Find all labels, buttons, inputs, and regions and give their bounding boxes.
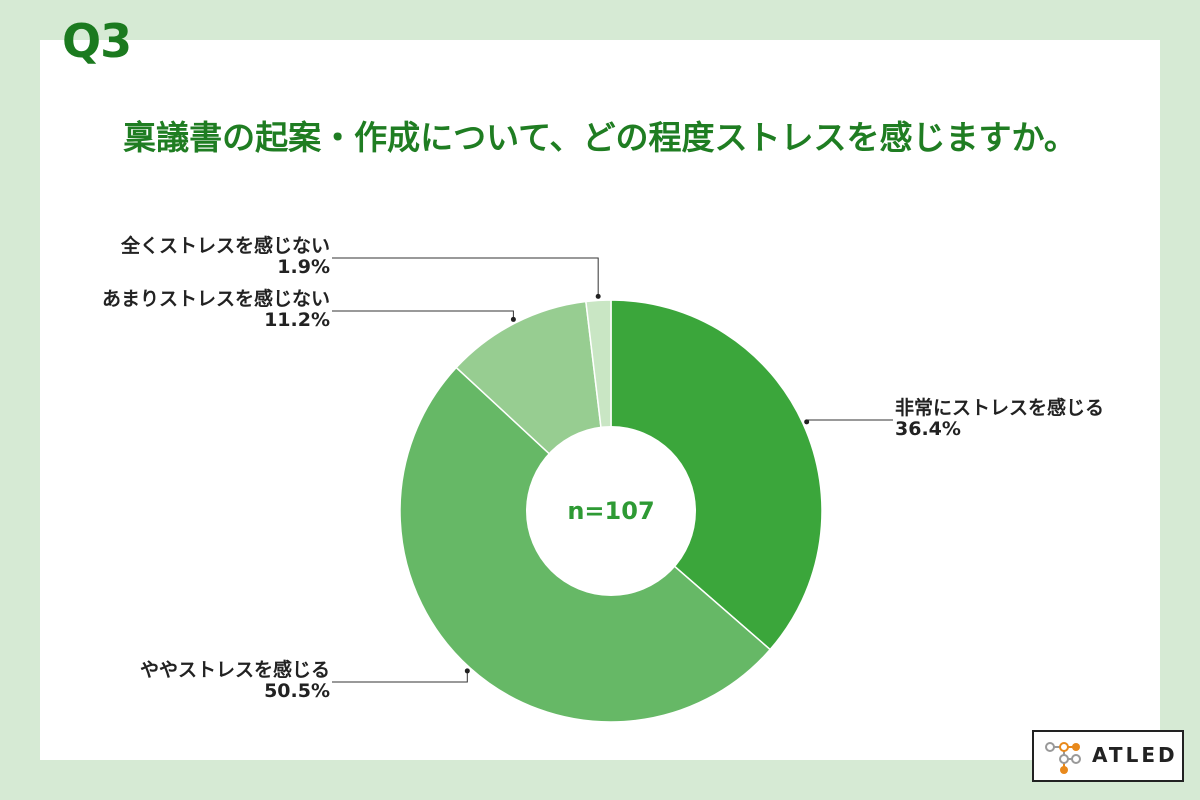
slice-name: あまりストレスを感じない xyxy=(101,288,330,310)
logo-text: ATLED xyxy=(1092,743,1178,767)
question-label: Q3 xyxy=(62,14,132,68)
slice-percent: 1.9% xyxy=(277,255,330,278)
slice-percent: 50.5% xyxy=(264,679,330,702)
leader-dot xyxy=(804,419,810,425)
slice-percent: 36.4% xyxy=(895,417,961,440)
leader-line xyxy=(332,670,468,683)
slice-label-somewhat-stressed: ややストレスを感じる 50.5% xyxy=(140,660,330,702)
leader-dot xyxy=(595,293,601,299)
leader-dot xyxy=(510,316,516,322)
logo-mark-icon xyxy=(1045,742,1081,774)
chart-title: 稟議書の起案・作成について、どの程度ストレスを感じますか。 xyxy=(123,118,1077,157)
leader-line xyxy=(332,257,599,297)
slice-label-very-stressed: 非常にストレスを感じる 36.4% xyxy=(895,398,1104,440)
slice-label-not-stressed-at-all: 全くストレスを感じない 1.9% xyxy=(121,236,330,278)
slice-very-stressed xyxy=(610,299,823,651)
leader-dot xyxy=(464,668,470,674)
slice-percent: 11.2% xyxy=(264,308,330,331)
slice-label-not-very-stressed: あまりストレスを感じない 11.2% xyxy=(102,289,330,331)
atled-logo: ATLED xyxy=(1032,730,1184,782)
slice-name: ややストレスを感じる xyxy=(139,659,330,681)
slice-name: 非常にストレスを感じる xyxy=(895,397,1105,419)
sample-size-label: n=107 xyxy=(567,497,654,525)
leader-line xyxy=(332,310,514,320)
donut-hole xyxy=(526,426,696,596)
slice-name: 全くストレスを感じない xyxy=(120,235,330,257)
leader-line xyxy=(806,419,893,422)
